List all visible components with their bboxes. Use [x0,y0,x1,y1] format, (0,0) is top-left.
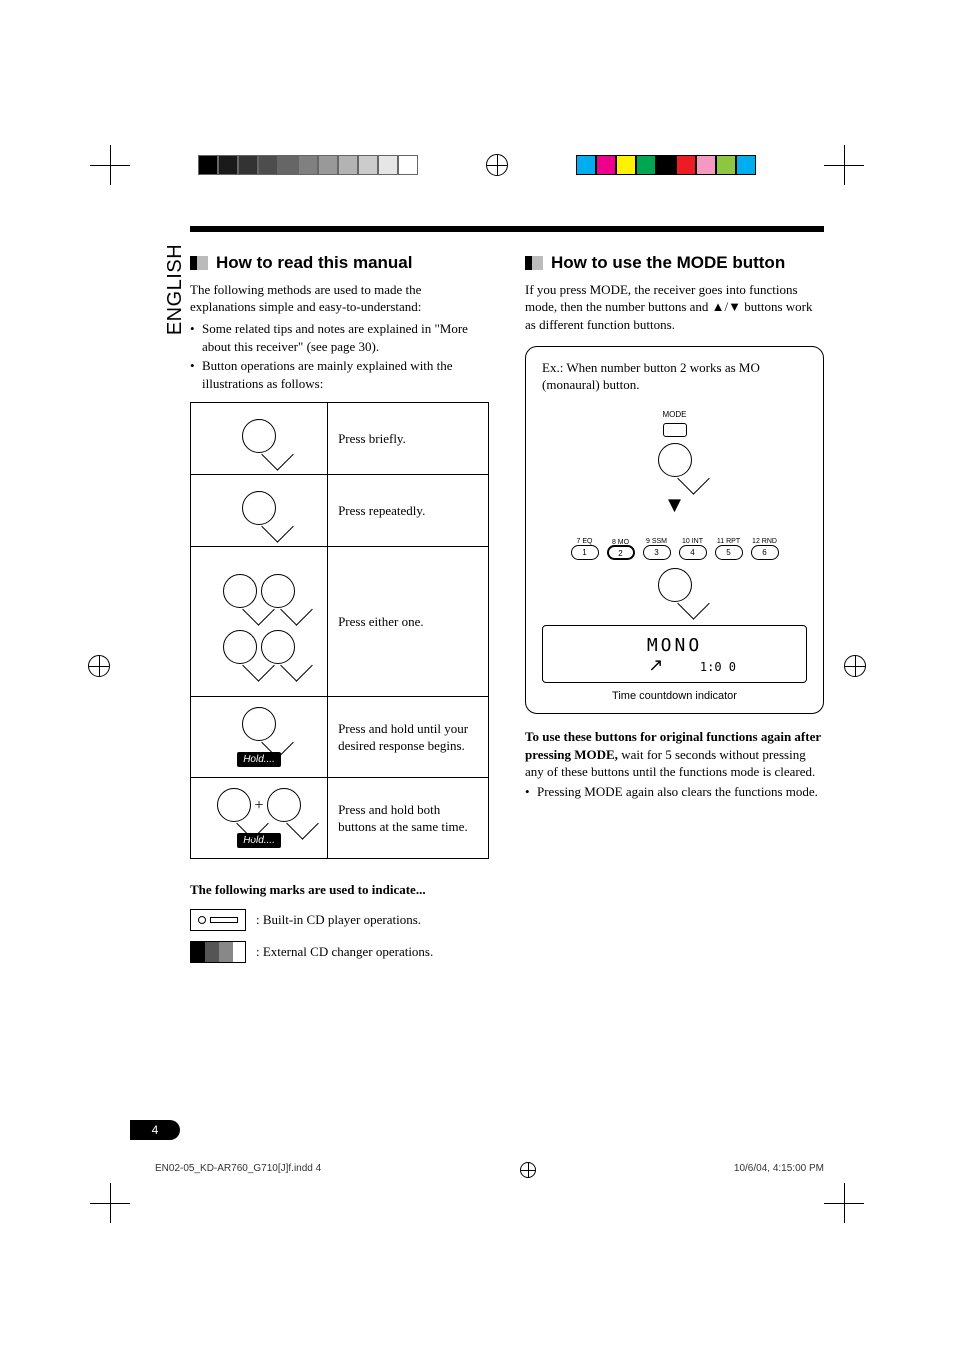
crop-mark [824,1183,864,1223]
right-intro: If you press MODE, the receiver goes int… [525,281,824,334]
gray-step-wedge [198,155,418,175]
language-tab: ENGLISH [130,248,172,275]
number-buttons-row: 7 EQ1 8 MO2 9 SSM3 10 INT4 11 RPT5 12 RND6 [542,545,807,560]
mode-label: MODE [663,410,687,419]
example-box: Ex.: When number button 2 works as MO (m… [525,346,824,715]
bullet-item: Some related tips and notes are explaine… [190,320,489,355]
note-bullets: Pressing MODE again also clears the func… [525,783,824,801]
bullet-item: Pressing MODE again also clears the func… [525,783,824,801]
number-button-5: 11 RPT5 [715,545,743,560]
table-row: Press briefly. [191,403,489,475]
printer-marks-bottom [0,1200,954,1206]
crop-mark [90,1183,130,1223]
press-icon [242,491,276,525]
operation-desc: Press and hold both buttons at the same … [328,778,489,859]
press-icon [223,574,257,608]
operation-desc: Press either one. [328,547,489,697]
mark-row: : External CD changer operations. [190,941,489,963]
example-lead: Ex.: When number button 2 works as MO (m… [542,359,807,394]
number-button-1: 7 EQ1 [571,545,599,560]
intro-bullets: Some related tips and notes are explaine… [190,320,489,392]
left-column: How to read this manual The following me… [190,252,489,973]
operation-icon-cell [191,547,328,697]
press-icon [217,788,251,822]
press-icon [223,630,257,664]
note-paragraph: To use these buttons for original functi… [525,728,824,781]
page-content: ENGLISH How to read this manual The foll… [130,226,824,973]
number-button-2: 8 MO2 [607,545,635,560]
press-icon [658,568,692,602]
down-arrow-icon: ▼ [542,498,807,511]
color-bar [576,155,756,175]
title-mark-icon [525,256,543,270]
mode-button-icon [663,423,687,437]
device-display: MONO ↗ 1:0 0 [542,625,807,683]
countdown-caption: Time countdown indicator [542,689,807,704]
press-icon [267,788,301,822]
operation-desc: Press briefly. [328,403,489,475]
table-row: + Hold....Press and hold both buttons at… [191,778,489,859]
press-icon [242,419,276,453]
press-icon [242,707,276,741]
registration-mark [88,655,110,677]
number-button-3: 9 SSM3 [643,545,671,560]
mark-label: : Built-in CD player operations. [256,911,421,929]
bullet-item: Button operations are mainly explained w… [190,357,489,392]
operation-table: Press briefly.Press repeatedly. Press ei… [190,402,489,859]
operation-icon-cell [191,403,328,475]
operation-desc: Press repeatedly. [328,475,489,547]
footer-timestamp: 10/6/04, 4:15:00 PM [734,1162,824,1178]
hold-label: Hold.... [237,833,281,849]
page-number: 4 [152,1123,159,1137]
registration-mark [844,655,866,677]
operation-icon-cell: + Hold.... [191,778,328,859]
pointer-arrow-icon: ↗ [648,653,663,677]
page-number-tab: 4 [130,1120,180,1140]
crop-mark [90,145,130,185]
title-mark-icon [190,256,208,270]
mode-button-strip: MODE [542,404,807,482]
crop-mark [824,145,864,185]
table-row: Hold....Press and hold until your desire… [191,697,489,778]
press-icon [658,443,692,477]
display-time: 1:0 0 [700,659,736,675]
title-text: How to read this manual [216,252,412,275]
changer-icon [190,941,246,963]
registration-mark [486,154,508,176]
printer-marks-top [0,145,954,185]
number-button-6: 12 RND6 [751,545,779,560]
operation-desc: Press and hold until your desired respon… [328,697,489,778]
registration-mark [520,1162,536,1178]
table-row: Press repeatedly. [191,475,489,547]
section-title-right: How to use the MODE button [525,252,824,275]
number-button-4: 10 INT4 [679,545,707,560]
mark-label: : External CD changer operations. [256,943,433,961]
section-title-left: How to read this manual [190,252,489,275]
disc-slot-icon [190,909,246,931]
header-rule [190,226,824,232]
right-column: How to use the MODE button If you press … [525,252,824,973]
footer-file: EN02-05_KD-AR760_G710[J]f.indd 4 [155,1162,321,1178]
table-row: Press either one. [191,547,489,697]
press-icon [261,574,295,608]
operation-icon-cell [191,475,328,547]
title-text: How to use the MODE button [551,252,785,275]
operation-icon-cell: Hold.... [191,697,328,778]
language-label: ENGLISH [162,244,189,335]
mark-row: : Built-in CD player operations. [190,909,489,931]
intro-paragraph: The following methods are used to made t… [190,281,489,316]
press-icon [261,630,295,664]
marks-heading: The following marks are used to indicate… [190,881,489,899]
footer: EN02-05_KD-AR760_G710[J]f.indd 4 10/6/04… [155,1162,824,1178]
